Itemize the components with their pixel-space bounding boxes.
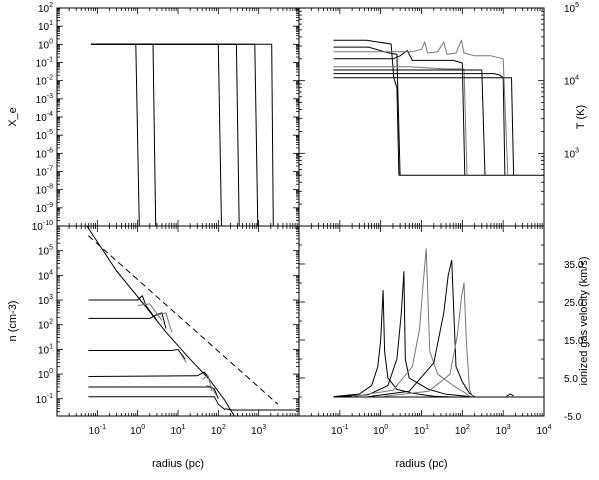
y-tick-label: 103 bbox=[38, 294, 53, 307]
series-line bbox=[352, 248, 471, 398]
plot-frame bbox=[298, 225, 545, 417]
x-axis-label: radius (pc) bbox=[152, 458, 204, 470]
x-tick-label: 103 bbox=[251, 424, 266, 437]
series-group bbox=[91, 43, 274, 226]
series-line bbox=[368, 259, 475, 398]
series-line bbox=[91, 43, 157, 226]
x-tick-label: 102 bbox=[455, 424, 470, 437]
series-line bbox=[333, 290, 454, 398]
x-tick-label: 101 bbox=[170, 424, 185, 437]
y-tick-label: 105 bbox=[564, 2, 579, 15]
y-tick-label: 35.0 bbox=[564, 260, 584, 271]
y-tick-label: 104 bbox=[564, 75, 579, 88]
y-tick-label: 10-3 bbox=[36, 93, 53, 106]
x-tick-label: 100 bbox=[373, 424, 388, 437]
y-tick-label: 10-10 bbox=[32, 220, 53, 233]
series-line bbox=[380, 282, 474, 398]
y-tick-label: 10-1 bbox=[36, 57, 53, 70]
series-line bbox=[333, 39, 509, 176]
x-tick-label: 101 bbox=[414, 424, 429, 437]
x-tick-label: 100 bbox=[130, 424, 145, 437]
y-tick-label: 101 bbox=[38, 20, 53, 33]
series-line bbox=[88, 386, 219, 399]
series-line bbox=[88, 295, 158, 321]
series-line bbox=[86, 226, 231, 411]
series-line bbox=[91, 43, 140, 226]
y-axis-label: ionized gas velocity (km/s) bbox=[578, 257, 590, 386]
y-tick-label: 15.0 bbox=[564, 336, 584, 347]
series-line bbox=[339, 271, 475, 398]
plot-frame bbox=[56, 7, 300, 227]
series-line bbox=[156, 312, 173, 333]
y-tick-label: 10-5 bbox=[36, 129, 53, 142]
y-tick-label: 10-4 bbox=[36, 111, 53, 124]
x-tick-label: 102 bbox=[211, 424, 226, 437]
series-line bbox=[333, 66, 468, 176]
series-line bbox=[333, 50, 466, 176]
series-line bbox=[91, 43, 222, 226]
x-tick-label: 10-1 bbox=[89, 424, 106, 437]
y-tick-label: 103 bbox=[564, 147, 579, 160]
y-tick-label: 25.0 bbox=[564, 298, 584, 309]
series-line bbox=[333, 77, 515, 176]
panel-temperature: 105 104 103 T (K) bbox=[298, 2, 587, 227]
y-tick-label: 10-1 bbox=[36, 393, 53, 406]
x-tick-label: 104 bbox=[536, 424, 551, 437]
series-line bbox=[88, 235, 279, 405]
series-group bbox=[333, 39, 544, 176]
series-line bbox=[333, 73, 506, 176]
series-line bbox=[88, 312, 167, 329]
series-line bbox=[180, 354, 187, 363]
y-tick-label: 100 bbox=[38, 38, 53, 51]
series-line bbox=[88, 396, 226, 411]
y-tick-label: 10-8 bbox=[36, 184, 53, 197]
y-axis-label: X_e bbox=[7, 107, 19, 127]
y-axis-label: T (K) bbox=[575, 105, 587, 129]
series-line bbox=[506, 393, 514, 397]
y-tick-label: 104 bbox=[38, 269, 53, 282]
series-line bbox=[333, 69, 486, 176]
panel-electron-fraction: 102 101 100 10-1 10-2 10-3 10-4 10-5 10-6 10-7 10-… bbox=[7, 2, 300, 233]
panel-velocity: 35.0 25.0 15.0 5.0 -5.0 10-1 100 101 102 103 104 io… bbox=[298, 225, 590, 470]
y-axis-label: n (cm-3) bbox=[7, 301, 19, 342]
series-line bbox=[225, 408, 235, 416]
series-group bbox=[333, 248, 544, 398]
series-line bbox=[88, 348, 186, 360]
series-group bbox=[86, 226, 299, 416]
y-tick-label: 102 bbox=[38, 2, 53, 15]
series-line bbox=[88, 371, 210, 380]
series-line bbox=[201, 374, 213, 392]
y-tick-label: 5.0 bbox=[564, 374, 578, 385]
y-tick-label: 10-9 bbox=[36, 202, 53, 215]
y-tick-label: 102 bbox=[38, 319, 53, 332]
x-tick-label: 10-1 bbox=[331, 424, 348, 437]
x-axis-label: radius (pc) bbox=[396, 458, 448, 470]
y-tick-label: 105 bbox=[38, 245, 53, 258]
series-line bbox=[206, 384, 216, 395]
y-tick-label: 100 bbox=[38, 368, 53, 381]
series-line bbox=[333, 46, 401, 176]
y-tick-label: 101 bbox=[38, 343, 53, 356]
y-tick-label: 10-2 bbox=[36, 75, 53, 88]
series-line bbox=[91, 43, 274, 226]
panel-density: 105 104 103 102 101 100 10-1 10-1 100 101 102 103 n … bbox=[7, 225, 300, 470]
y-tick-label: -5.0 bbox=[564, 412, 582, 423]
x-tick-label: 103 bbox=[496, 424, 511, 437]
y-tick-label: 10-7 bbox=[36, 166, 53, 179]
y-tick-label: 10-6 bbox=[36, 147, 53, 160]
series-line bbox=[91, 43, 259, 226]
series-line bbox=[91, 43, 240, 226]
